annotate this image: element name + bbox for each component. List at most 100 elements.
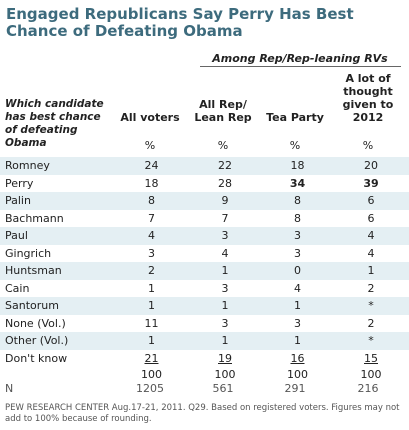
value-cell: 1 xyxy=(115,297,188,315)
n-value-all-voters: 1205 xyxy=(136,382,164,395)
value-cell: 4 xyxy=(333,245,409,263)
value-text: 4 xyxy=(367,229,375,242)
value-cell: 4 xyxy=(333,227,409,245)
value-text: 15 xyxy=(364,351,378,365)
candidate-label: Paul xyxy=(0,227,115,245)
value-cell: 15 xyxy=(333,350,409,368)
value-text: 8 xyxy=(294,211,301,225)
value-cell: 7 xyxy=(115,210,188,228)
candidate-label: Huntsman xyxy=(0,262,115,280)
value-text: 1 xyxy=(221,334,229,347)
value-text: 6 xyxy=(367,194,375,207)
table-row: Palin 8 9 8 6 xyxy=(0,192,409,210)
value-cell: 8 xyxy=(262,192,333,210)
value-text: 6 xyxy=(367,211,375,225)
value-text: 3 xyxy=(221,229,229,242)
n-value-thought-2012: 216 xyxy=(357,382,379,395)
value-cell: 19 xyxy=(188,350,262,368)
value-text: 7 xyxy=(148,211,155,225)
subgroup-rule xyxy=(200,66,401,67)
value-cell: 3 xyxy=(188,227,262,245)
value-text: 18 xyxy=(144,176,159,190)
source-footer: PEW RESEARCH CENTER Aug.17-21, 2011. Q29… xyxy=(5,403,400,424)
table-row: Huntsman 2 1 0 1 xyxy=(0,262,409,280)
value-text: 8 xyxy=(294,194,301,207)
value-text: * xyxy=(368,299,374,312)
table-row: Santorum 1 1 1 * xyxy=(0,297,409,315)
table-row: Don't know 21 19 16 15 xyxy=(0,350,409,368)
candidate-label: Don't know xyxy=(5,351,68,365)
value-cell: 1 xyxy=(262,297,333,315)
value-cell: 2 xyxy=(333,280,409,298)
totals-label xyxy=(0,367,115,382)
totals-row: 100 100 100 100 xyxy=(0,367,409,382)
percent-label: % xyxy=(362,139,374,152)
value-cell: 1 xyxy=(115,332,188,350)
table-row: Cain 1 3 4 2 xyxy=(0,280,409,298)
total-cell: 100 xyxy=(141,368,162,381)
value-cell: 8 xyxy=(262,210,333,228)
value-cell: 1 xyxy=(188,297,262,315)
value-text: 3 xyxy=(221,316,229,330)
value-cell: * xyxy=(333,297,409,315)
value-text: 0 xyxy=(294,264,301,277)
results-table: Romney 24 22 18 20 Perry 18 28 34 39 Palin 8 9 8 6 Bach… xyxy=(0,157,409,382)
value-text: 21 xyxy=(144,351,159,365)
value-cell: 2 xyxy=(333,315,409,333)
value-text: * xyxy=(368,334,374,347)
value-cell: 2 xyxy=(115,262,188,280)
value-cell: 6 xyxy=(333,192,409,210)
table-row: Bachmann 7 7 8 6 xyxy=(0,210,409,228)
value-text: 1 xyxy=(221,264,229,277)
value-cell: 7 xyxy=(188,210,262,228)
value-cell: 3 xyxy=(188,280,262,298)
value-text: 18 xyxy=(290,159,305,172)
candidate-label: Bachmann xyxy=(5,211,64,225)
value-cell: 18 xyxy=(115,175,188,193)
percent-label: % xyxy=(217,139,229,152)
column-header-thought-2012: A lot of thought given to 2012 xyxy=(342,72,394,124)
value-cell: 8 xyxy=(115,192,188,210)
value-text: 11 xyxy=(144,316,159,330)
value-cell: 20 xyxy=(333,157,409,175)
column-header-all-rep: All Rep/ Lean Rep xyxy=(194,98,252,124)
table-row: Romney 24 22 18 20 xyxy=(0,157,409,175)
value-cell: 4 xyxy=(188,245,262,263)
percent-label: % xyxy=(144,139,156,152)
subgroup-heading: Among Rep/Rep-leaning RVs xyxy=(212,52,388,65)
column-header-all-voters: All voters xyxy=(120,111,180,124)
value-cell: 1 xyxy=(262,332,333,350)
value-cell: 16 xyxy=(262,350,333,368)
value-cell: 3 xyxy=(188,315,262,333)
total-cell: 100 xyxy=(287,368,308,381)
value-cell: 3 xyxy=(262,245,333,263)
table-row: None (Vol.) 11 3 3 2 xyxy=(0,315,409,333)
value-text: 1 xyxy=(148,334,155,347)
candidate-label: Santorum xyxy=(0,297,115,315)
value-cell: 39 xyxy=(333,175,409,193)
table-row: Other (Vol.) 1 1 1 * xyxy=(0,332,409,350)
value-text: 4 xyxy=(148,229,155,242)
value-cell: 34 xyxy=(262,175,333,193)
value-text: 8 xyxy=(148,194,155,207)
value-cell: 0 xyxy=(262,262,333,280)
percent-label: % xyxy=(289,139,301,152)
value-cell: 4 xyxy=(262,280,333,298)
value-cell: 1 xyxy=(188,332,262,350)
value-text: 24 xyxy=(144,159,159,172)
value-text: 3 xyxy=(148,246,155,260)
value-cell: 1 xyxy=(333,262,409,280)
chart-title: Engaged Republicans Say Perry Has Best C… xyxy=(6,5,354,40)
value-text: 2 xyxy=(367,316,375,330)
value-text: 16 xyxy=(290,351,305,365)
value-cell: 1 xyxy=(188,262,262,280)
value-text: 28 xyxy=(218,176,232,190)
value-cell: 22 xyxy=(188,157,262,175)
value-cell: 28 xyxy=(188,175,262,193)
total-cell: 100 xyxy=(214,368,236,381)
candidate-label: Romney xyxy=(0,157,115,175)
value-text: 3 xyxy=(294,229,301,242)
table-row: Paul 4 3 3 4 xyxy=(0,227,409,245)
value-cell: 3 xyxy=(262,315,333,333)
